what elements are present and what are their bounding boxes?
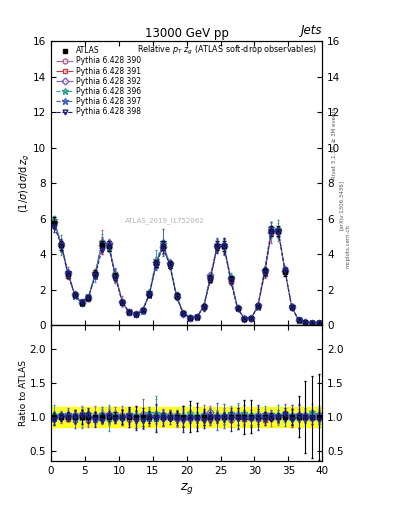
Y-axis label: $(1/\sigma)\,\mathrm{d}\sigma/\mathrm{d}\,z_g$: $(1/\sigma)\,\mathrm{d}\sigma/\mathrm{d}… bbox=[17, 154, 31, 213]
Title: 13000 GeV pp: 13000 GeV pp bbox=[145, 27, 229, 40]
Text: mcplots.cern.ch: mcplots.cern.ch bbox=[345, 224, 350, 268]
Text: ATLAS_2019_I1752062: ATLAS_2019_I1752062 bbox=[125, 217, 205, 224]
Text: Rivet 3.1.10, ≥ 3M events: Rivet 3.1.10, ≥ 3M events bbox=[332, 108, 337, 179]
Text: [arXiv:1306.3436]: [arXiv:1306.3436] bbox=[339, 180, 344, 230]
Text: Relative $p_T$ $z_g$ (ATLAS soft-drop observables): Relative $p_T$ $z_g$ (ATLAS soft-drop ob… bbox=[137, 44, 317, 57]
X-axis label: $z_g$: $z_g$ bbox=[180, 481, 194, 496]
Y-axis label: Ratio to ATLAS: Ratio to ATLAS bbox=[19, 360, 28, 426]
Legend: ATLAS, Pythia 6.428 390, Pythia 6.428 391, Pythia 6.428 392, Pythia 6.428 396, P: ATLAS, Pythia 6.428 390, Pythia 6.428 39… bbox=[54, 44, 144, 118]
Text: Jets: Jets bbox=[301, 24, 322, 37]
